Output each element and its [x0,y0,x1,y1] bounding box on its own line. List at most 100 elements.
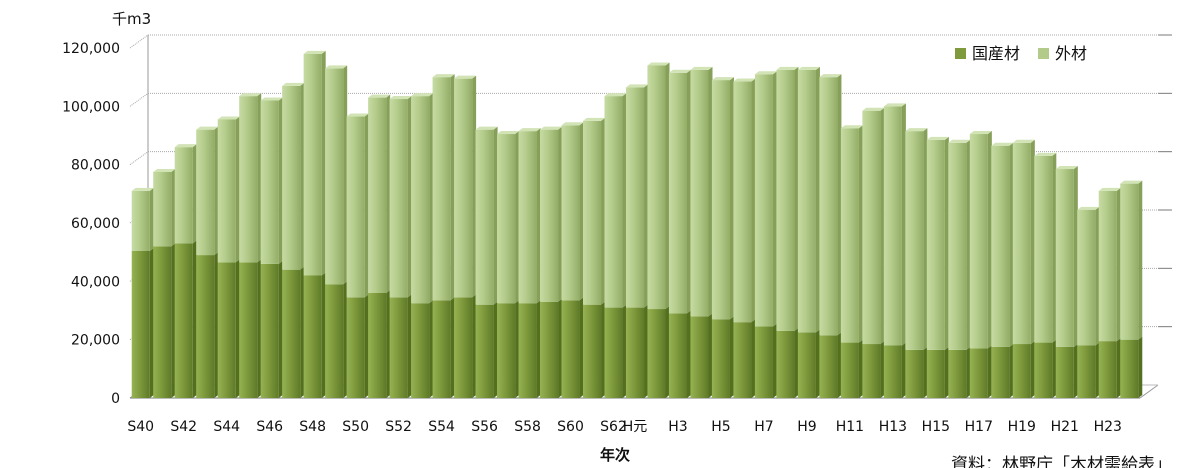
bar-foreign [668,72,687,314]
floor-right-edge [1139,384,1159,399]
bar-top-face [325,65,348,69]
bar-top-face [604,93,627,97]
bar-top-face [582,117,606,121]
bar-side-domestic [880,341,885,398]
bar-side-domestic [536,300,541,398]
bar-side-foreign [601,117,606,305]
bar-side-foreign [729,77,734,320]
bar-foreign [690,69,709,317]
bar-side-foreign [837,74,842,336]
x-tick-label: H13 [879,419,907,435]
x-tick-label: H9 [797,419,816,435]
bar-side-domestic [1030,341,1035,398]
bar-side-foreign [665,62,670,310]
bar-side-domestic [923,346,928,398]
bar-top-face [625,84,649,88]
bar-foreign [540,129,559,302]
bar-foreign [647,65,666,310]
bar-side-domestic [901,342,906,398]
bar-side-domestic [687,310,692,398]
legend-swatch-domestic [955,48,966,59]
x-tick-label: H21 [1051,419,1079,435]
bar-side-domestic [1138,336,1143,398]
bar-side-domestic [321,272,326,398]
bar-side-foreign [429,93,434,304]
bar-domestic [303,275,322,398]
bar-top-face [797,66,820,70]
bar-foreign [883,106,902,346]
bar-top-face [131,187,154,191]
bar-foreign [604,96,623,308]
bar-foreign [1120,183,1139,340]
bar-side-foreign [687,69,692,314]
bar-side-foreign [901,103,906,346]
bar-side-domestic [858,339,863,398]
bar-side-foreign [149,187,154,251]
bar-side-foreign [450,74,455,301]
bar-top-face [454,75,477,79]
bar-top-face [282,82,305,86]
bar-side-foreign [751,78,756,323]
bar-domestic [1098,341,1117,399]
bar-side-foreign [1052,152,1057,343]
bar-domestic [797,332,816,399]
x-tick-label: H元 [623,419,648,435]
bar-foreign [1077,209,1096,346]
bar-side-domestic [343,281,348,398]
bar-domestic [217,262,236,399]
bar-side-domestic [1073,343,1078,398]
bar-foreign [389,99,408,298]
bar-side-foreign [278,97,283,264]
bar-side-foreign [708,66,713,317]
y-tick-label: 80,000 [71,158,120,174]
bar-top-face [303,50,326,54]
bar-domestic [260,263,279,398]
bar-top-face [948,139,971,143]
bar-side-foreign [493,126,498,305]
bar-top-face [1055,166,1078,170]
bar-foreign [1012,142,1031,345]
bar-side-domestic [558,298,563,398]
x-tick-label: H17 [965,419,993,435]
x-tick-label: S48 [299,419,326,435]
bar-foreign [325,68,344,285]
bar-top-face [239,93,262,97]
bar-top-face [1034,152,1057,156]
bar-domestic [389,297,408,399]
bar-side-domestic [472,294,477,398]
bar-domestic [411,303,430,398]
bar-domestic [239,262,258,399]
bar-side-domestic [815,329,820,398]
bar-top-face [346,113,369,117]
bar-side-domestic [837,332,842,398]
bar-domestic [905,349,924,399]
bar-domestic [883,345,902,398]
bar-side-domestic [987,345,992,398]
bar-domestic [625,307,645,398]
bar-top-face [411,93,434,97]
bar-foreign [1055,169,1074,347]
bar-domestic [131,251,150,398]
bar-side-domestic [450,297,455,398]
gridline-side [129,92,149,107]
bar-top-face [905,128,928,132]
bar-top-face [862,107,885,111]
bar-domestic [668,313,687,398]
bar-side-domestic [515,300,520,398]
bar-top-face [260,97,283,101]
x-tick-label: H19 [1008,419,1036,435]
bar-foreign [733,81,752,323]
bar-foreign [969,134,988,349]
bar-domestic [647,309,666,398]
bar-side-domestic [300,266,305,398]
bar-side-foreign [880,107,885,345]
bar-domestic [497,303,516,398]
bar-foreign [819,77,838,336]
bar-foreign [239,96,258,263]
bar-foreign [776,69,795,331]
bar-top-face [475,126,498,130]
x-tick-label: H7 [754,419,773,435]
bar-side-domestic [171,243,176,398]
bar-side-domestic [429,300,434,398]
gridline-side [129,34,149,49]
